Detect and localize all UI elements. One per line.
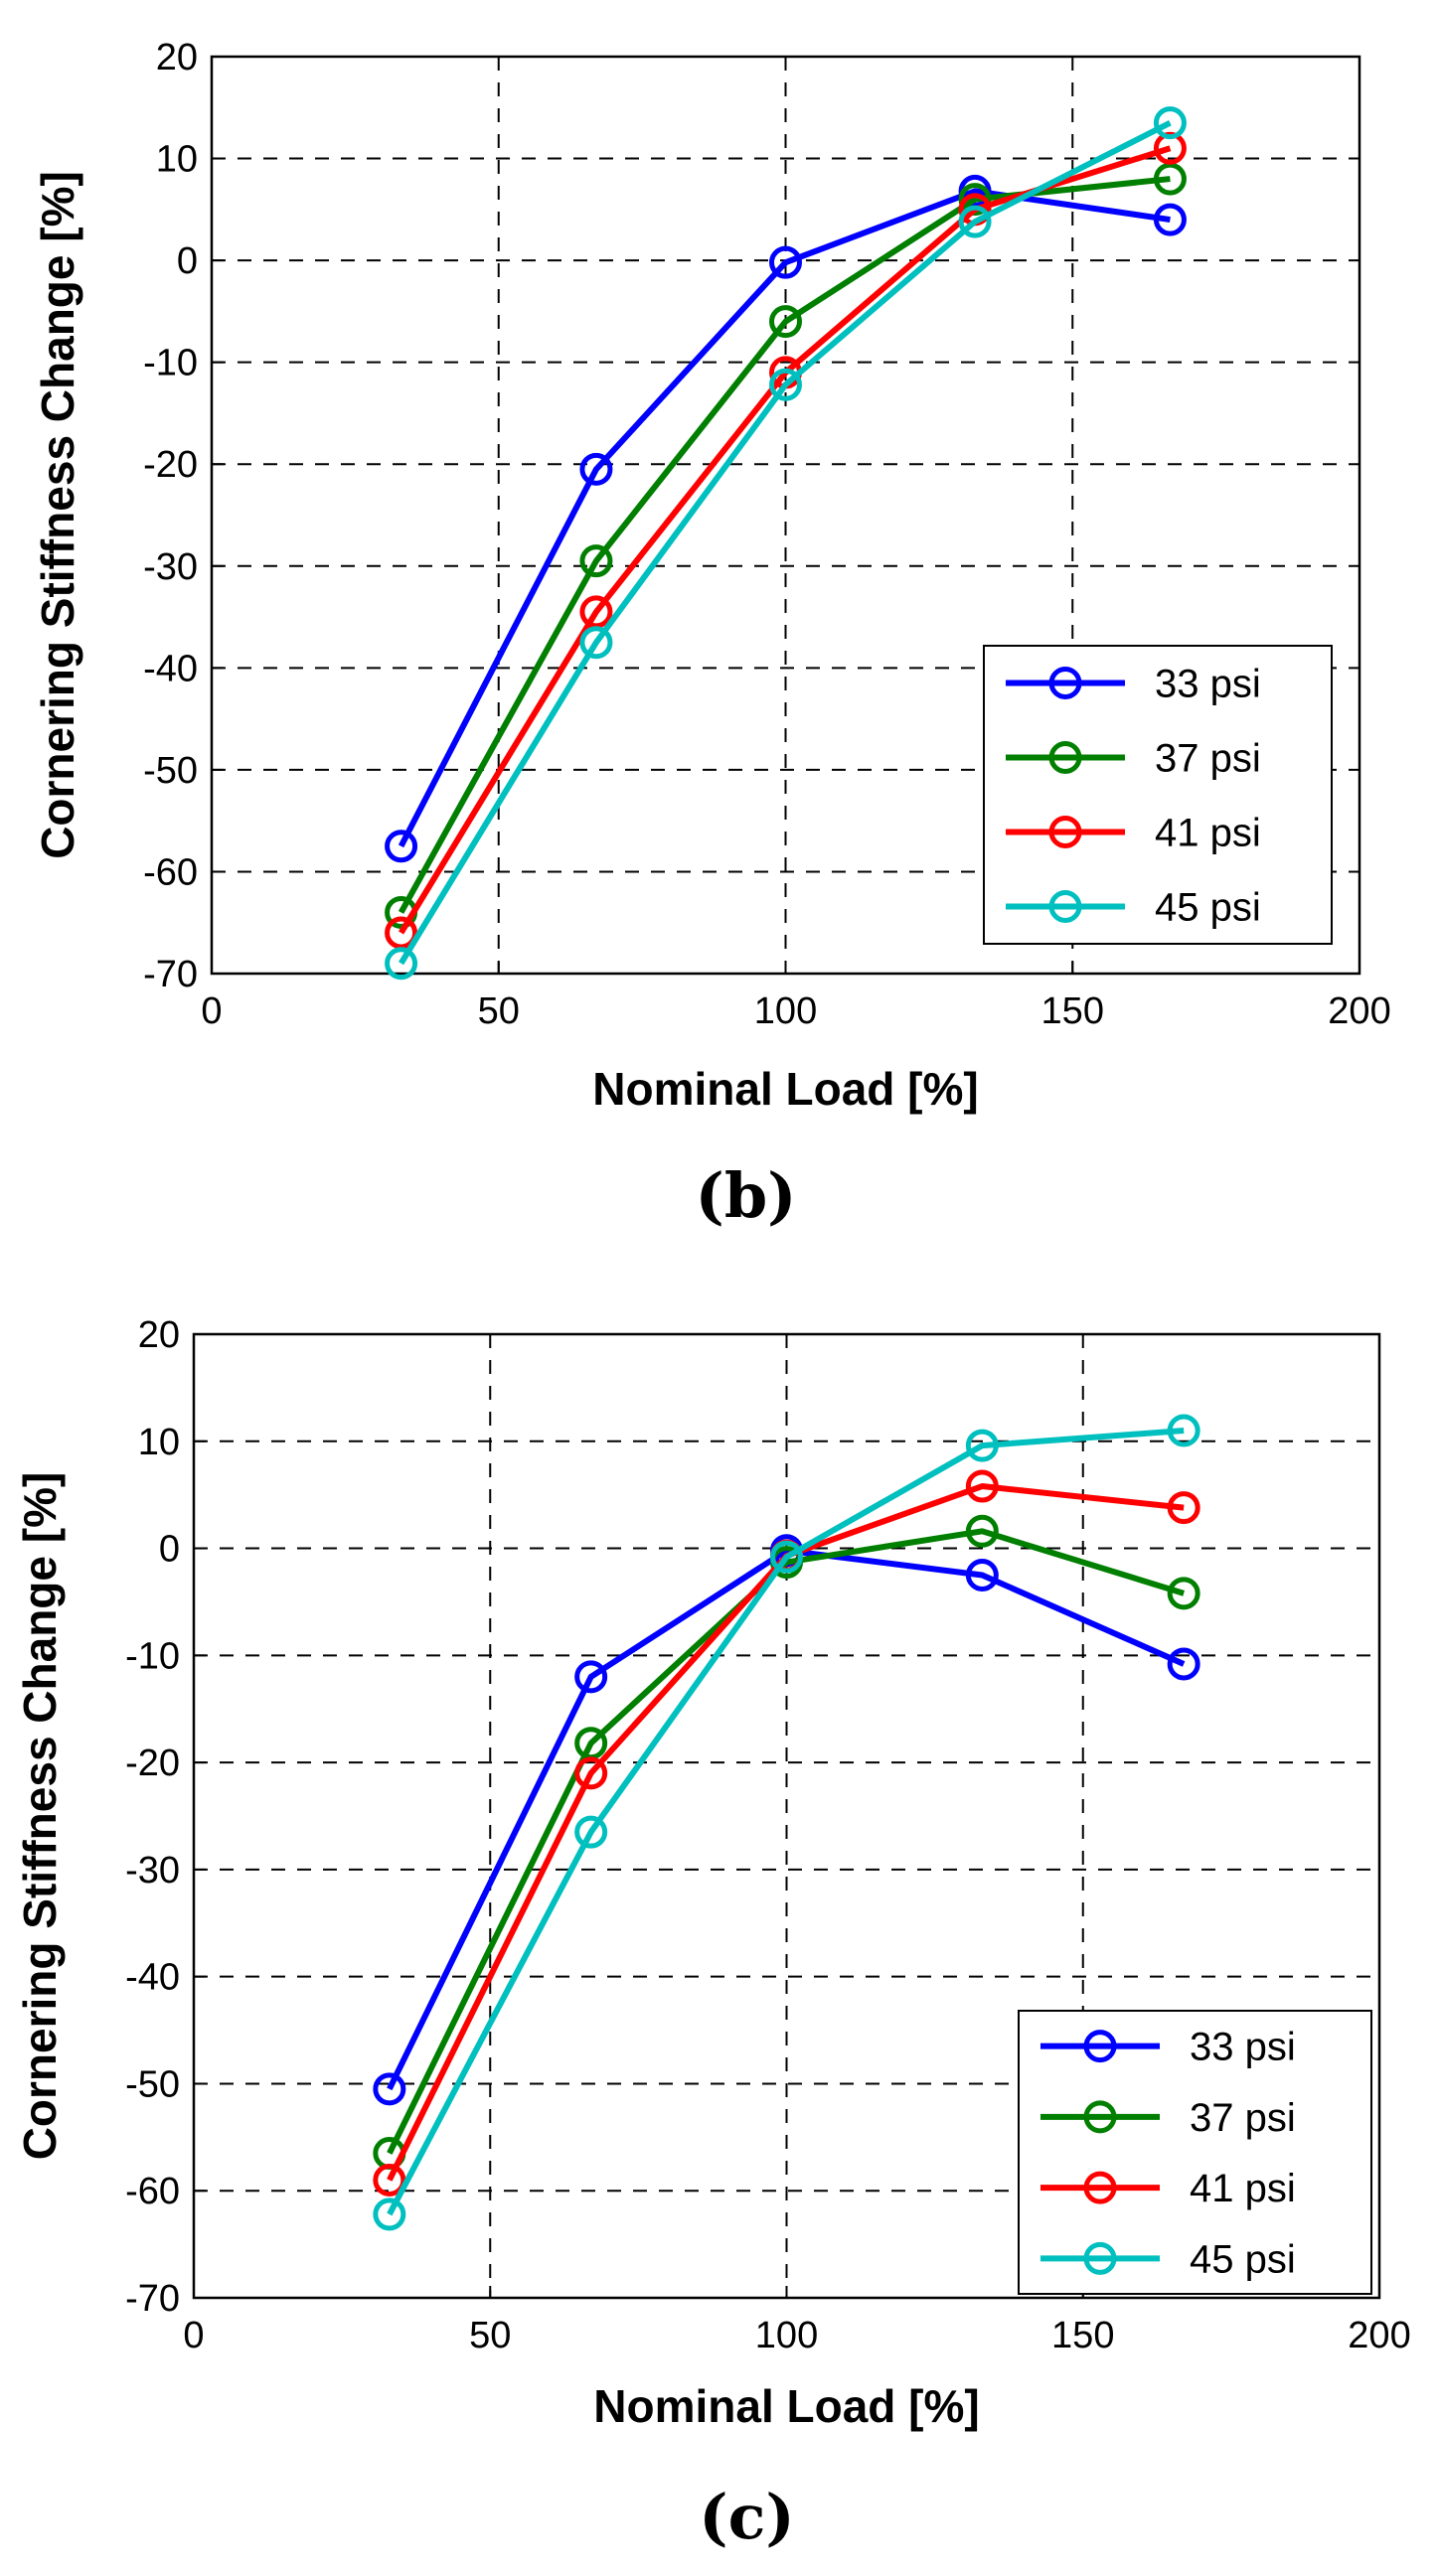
axes-frame xyxy=(210,55,1361,976)
y-tick-label: -50 xyxy=(143,750,198,792)
x-tick-label: 100 xyxy=(754,990,817,1032)
legend-swatch-marker xyxy=(1083,2171,1117,2204)
legend-entry-label: 45 psi xyxy=(1190,2237,1296,2281)
data-point xyxy=(579,626,613,660)
chart-panel-b: 0 50 100 150 20020100-10-20-30-40-50-60-7033… xyxy=(32,37,1391,1232)
panel-caption: (b) xyxy=(695,1159,796,1232)
legend-box xyxy=(983,645,1333,945)
data-point xyxy=(1153,203,1187,236)
data-point xyxy=(958,205,992,238)
data-point xyxy=(769,305,802,339)
legend-entry-label: 33 psi xyxy=(1155,663,1261,706)
data-point xyxy=(965,1429,999,1462)
legend-swatch-marker xyxy=(1048,816,1082,848)
data-point xyxy=(1153,106,1187,140)
x-tick-label: 50 xyxy=(478,990,520,1032)
data-point xyxy=(373,2163,406,2197)
legend-swatch-marker xyxy=(1048,667,1082,699)
y-tick-label: -60 xyxy=(143,851,198,893)
data-point xyxy=(1153,162,1187,196)
data-point xyxy=(579,452,613,486)
x-tick-label: 100 xyxy=(755,2315,818,2356)
legend-entry-label: 37 psi xyxy=(1155,737,1261,781)
x-axis-label: Nominal Load [%] xyxy=(593,2380,979,2432)
y-tick-label: 20 xyxy=(156,37,198,78)
series-line xyxy=(399,119,1172,966)
data-point xyxy=(574,1660,608,1694)
legend-swatch-marker xyxy=(1083,2100,1117,2134)
series-line xyxy=(398,188,1171,848)
data-point xyxy=(769,245,802,279)
data-point xyxy=(1167,1491,1200,1525)
data-point xyxy=(1167,1414,1200,1447)
data-point xyxy=(579,595,613,629)
y-tick-label: -30 xyxy=(125,1850,180,1892)
series-line xyxy=(387,1428,1185,2216)
x-tick-label: 0 xyxy=(201,990,222,1032)
series-line xyxy=(398,176,1171,914)
y-tick-label: -10 xyxy=(125,1635,180,1677)
data-point xyxy=(373,2197,406,2231)
x-tick-label: 150 xyxy=(1051,2315,1114,2356)
x-tick-label: 200 xyxy=(1328,990,1390,1032)
data-point xyxy=(373,2072,406,2106)
panel-caption: (c) xyxy=(699,2481,794,2553)
legend-swatch-marker xyxy=(1083,2241,1117,2275)
y-tick-label: -70 xyxy=(125,2278,180,2320)
legend-entry-label: 41 psi xyxy=(1155,812,1261,855)
y-axis-label: Cornering Stiffness Change [%] xyxy=(14,1472,66,2161)
legend: 33 psi 37 psi 41 psi 45 psi xyxy=(1018,2010,1372,2295)
series-line xyxy=(387,1528,1186,2155)
y-axis-label: Cornering Stiffness Change [%] xyxy=(32,171,83,859)
x-tick-label: 0 xyxy=(183,2315,204,2356)
y-tick-label: -50 xyxy=(125,2063,180,2105)
y-tick-label: -40 xyxy=(143,648,198,689)
y-tick-label: -20 xyxy=(143,444,198,486)
x-tick-label: 200 xyxy=(1348,2315,1410,2356)
y-tick-label: 0 xyxy=(159,1529,180,1571)
data-point xyxy=(769,368,802,401)
y-tick-label: -40 xyxy=(125,1957,180,1999)
data-point xyxy=(385,830,418,863)
data-point xyxy=(1167,1647,1200,1681)
y-tick-label: 0 xyxy=(177,240,198,282)
data-point xyxy=(1167,1577,1200,1610)
y-tick-label: -30 xyxy=(143,546,198,588)
x-axis-label: Nominal Load [%] xyxy=(592,1063,978,1115)
data-point xyxy=(385,916,418,950)
legend-entry-label: 45 psi xyxy=(1155,886,1261,930)
legend-entry-label: 37 psi xyxy=(1190,2096,1296,2140)
series-37-psi xyxy=(373,1514,1200,2170)
y-tick-label: -60 xyxy=(125,2171,180,2212)
data-point xyxy=(965,1559,999,1591)
data-point xyxy=(770,1540,803,1574)
data-point xyxy=(574,1815,608,1849)
data-point xyxy=(574,1756,608,1790)
data-point xyxy=(385,947,418,981)
y-tick-label: 20 xyxy=(138,1314,180,1356)
legend-entry-label: 33 psi xyxy=(1190,2026,1296,2069)
data-point xyxy=(965,1514,999,1548)
chart-panel-c: 0 50 100 150 20020100-10-20-30-40-50-60-7033… xyxy=(14,1314,1411,2553)
y-tick-label: -20 xyxy=(125,1743,180,1784)
axes-frame xyxy=(192,1332,1381,2300)
y-tick-label: 10 xyxy=(156,139,198,181)
y-tick-label: -10 xyxy=(143,343,198,384)
legend-swatch-marker xyxy=(1048,741,1082,774)
legend-box xyxy=(1018,2010,1372,2295)
legend-swatch-marker xyxy=(1048,890,1082,923)
x-tick-label: 50 xyxy=(469,2315,511,2356)
data-point xyxy=(965,1469,999,1503)
y-tick-label: 10 xyxy=(138,1422,180,1463)
legend-swatch-marker xyxy=(1083,2030,1117,2063)
series-45-psi xyxy=(385,106,1187,981)
y-tick-label: -70 xyxy=(143,954,198,995)
legend: 33 psi 37 psi 41 psi 45 psi xyxy=(983,645,1333,945)
legend-entry-label: 41 psi xyxy=(1190,2167,1296,2210)
data-point xyxy=(579,544,613,578)
x-tick-label: 150 xyxy=(1041,990,1104,1032)
series-45-psi xyxy=(373,1414,1200,2231)
